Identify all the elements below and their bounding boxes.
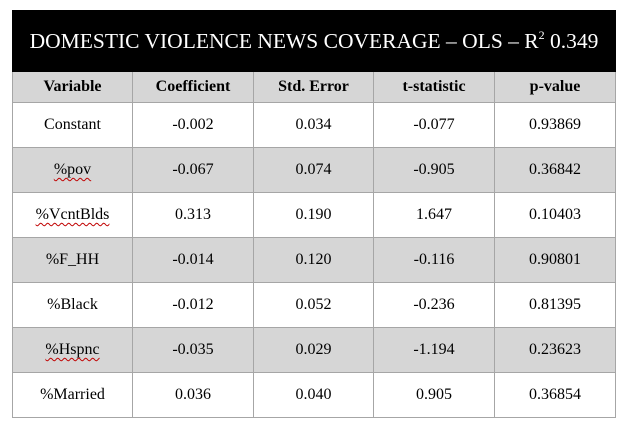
- table-title: DOMESTIC VIOLENCE NEWS COVERAGE – OLS – …: [11, 10, 617, 72]
- cell-coefficient: 0.036: [132, 372, 254, 418]
- spellcheck-word: %pov: [53, 161, 92, 178]
- cell-std-error: 0.040: [253, 372, 374, 418]
- table-row: %pov -0.067 0.074 -0.905 0.36842: [12, 147, 617, 193]
- cell-p-value: 0.93869: [493, 102, 617, 148]
- cell-p-value: 0.10403: [493, 192, 617, 238]
- cell-p-value: 0.81395: [493, 282, 617, 328]
- table-row: %Black -0.012 0.052 -0.236 0.81395: [12, 282, 617, 328]
- table-title-value: 0.349: [544, 28, 599, 53]
- cell-variable: %pov: [12, 147, 133, 193]
- title-row: DOMESTIC VIOLENCE NEWS COVERAGE – OLS – …: [11, 10, 617, 72]
- regression-table-container: DOMESTIC VIOLENCE NEWS COVERAGE – OLS – …: [11, 10, 617, 418]
- table-row: %Married 0.036 0.040 0.905 0.36854: [12, 372, 617, 418]
- cell-t-statistic: -0.905: [373, 147, 495, 193]
- cell-p-value: 0.36842: [493, 147, 617, 193]
- column-header-variable: Variable: [12, 71, 133, 103]
- cell-std-error: 0.034: [253, 102, 374, 148]
- table-row: %F_HH -0.014 0.120 -0.116 0.90801: [12, 237, 617, 283]
- cell-t-statistic: 1.647: [373, 192, 495, 238]
- cell-variable: %VcntBlds: [12, 192, 133, 238]
- cell-variable: %Married: [12, 372, 133, 418]
- spellcheck-word: %VcntBlds: [35, 206, 110, 223]
- cell-coefficient: -0.014: [132, 237, 254, 283]
- table-row: %VcntBlds 0.313 0.190 1.647 0.10403: [12, 192, 617, 238]
- cell-t-statistic: -0.116: [373, 237, 495, 283]
- column-header-p-value: p-value: [493, 71, 617, 103]
- cell-p-value: 0.90801: [493, 237, 617, 283]
- cell-p-value: 0.23623: [493, 327, 617, 373]
- cell-coefficient: -0.012: [132, 282, 254, 328]
- spellcheck-word: %Hspnc: [45, 341, 100, 358]
- table-row: %Hspnc -0.035 0.029 -1.194 0.23623: [12, 327, 617, 373]
- cell-std-error: 0.120: [253, 237, 374, 283]
- cell-t-statistic: -0.236: [373, 282, 495, 328]
- cell-variable: Constant: [12, 102, 133, 148]
- header-row: Variable Coefficient Std. Error t-statis…: [12, 71, 617, 103]
- cell-coefficient: -0.035: [132, 327, 254, 373]
- cell-coefficient: -0.002: [132, 102, 254, 148]
- table-title-superscript: 2: [538, 27, 545, 42]
- cell-coefficient: -0.067: [132, 147, 254, 193]
- cell-t-statistic: -0.077: [373, 102, 495, 148]
- cell-variable: %F_HH: [12, 237, 133, 283]
- cell-coefficient: 0.313: [132, 192, 254, 238]
- cell-std-error: 0.190: [253, 192, 374, 238]
- cell-std-error: 0.052: [253, 282, 374, 328]
- cell-variable: %Hspnc: [12, 327, 133, 373]
- table-title-main: DOMESTIC VIOLENCE NEWS COVERAGE – OLS – …: [29, 28, 539, 53]
- regression-table: DOMESTIC VIOLENCE NEWS COVERAGE – OLS – …: [11, 10, 617, 418]
- cell-t-statistic: -1.194: [373, 327, 495, 373]
- column-header-t-statistic: t-statistic: [373, 71, 495, 103]
- cell-std-error: 0.074: [253, 147, 374, 193]
- table-row: Constant -0.002 0.034 -0.077 0.93869: [12, 102, 617, 148]
- column-header-std-error: Std. Error: [253, 71, 374, 103]
- cell-variable: %Black: [12, 282, 133, 328]
- column-header-coefficient: Coefficient: [132, 71, 254, 103]
- cell-t-statistic: 0.905: [373, 372, 495, 418]
- cell-std-error: 0.029: [253, 327, 374, 373]
- cell-p-value: 0.36854: [493, 372, 617, 418]
